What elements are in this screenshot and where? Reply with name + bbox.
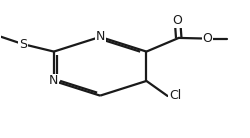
Text: N: N bbox=[49, 75, 58, 87]
Text: O: O bbox=[202, 32, 212, 45]
Text: N: N bbox=[96, 30, 105, 43]
Text: S: S bbox=[19, 38, 27, 51]
Text: Cl: Cl bbox=[169, 89, 181, 103]
Text: O: O bbox=[172, 14, 182, 27]
